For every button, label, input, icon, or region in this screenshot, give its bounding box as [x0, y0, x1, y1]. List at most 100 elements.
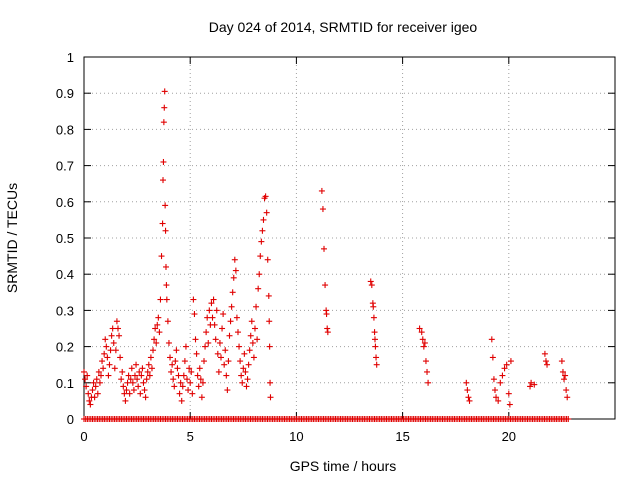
data-point — [318, 187, 325, 194]
data-point — [157, 296, 164, 303]
data-point — [253, 303, 260, 310]
data-point — [167, 354, 174, 361]
data-point — [154, 321, 161, 328]
data-point — [178, 397, 185, 404]
data-point — [123, 387, 130, 394]
data-point — [193, 350, 200, 357]
data-point — [131, 372, 138, 379]
data-point — [158, 253, 165, 260]
data-point — [506, 401, 513, 408]
data-point — [205, 339, 212, 346]
x-tick-label: 15 — [395, 429, 409, 444]
data-point — [87, 401, 94, 408]
data-point — [371, 336, 378, 343]
x-axis-title: GPS time / hours — [290, 458, 397, 474]
data-point — [176, 390, 183, 397]
data-point — [137, 390, 144, 397]
data-point — [105, 372, 112, 379]
data-point — [542, 358, 549, 365]
data-point — [422, 358, 429, 365]
data-point — [257, 253, 264, 260]
data-point — [240, 365, 247, 372]
data-point — [266, 318, 273, 325]
data-point — [83, 383, 90, 390]
data-point — [259, 227, 266, 234]
data-point — [489, 354, 496, 361]
data-point — [148, 365, 155, 372]
data-point — [120, 383, 127, 390]
data-point — [85, 390, 92, 397]
data-point — [527, 383, 534, 390]
x-tick-label: 10 — [289, 429, 303, 444]
data-point — [563, 387, 570, 394]
data-point — [103, 343, 110, 350]
data-point — [264, 256, 271, 263]
data-point — [229, 289, 236, 296]
data-point — [541, 350, 548, 357]
data-point — [184, 376, 191, 383]
data-point — [144, 368, 151, 375]
y-tick-label: 0.1 — [56, 376, 74, 391]
plot-frame — [83, 56, 616, 420]
data-point — [247, 332, 254, 339]
data-point — [370, 314, 377, 321]
data-point — [558, 358, 565, 365]
data-point — [113, 318, 120, 325]
data-point — [162, 263, 169, 270]
data-point — [90, 379, 97, 386]
data-point — [249, 339, 256, 346]
data-point — [499, 372, 506, 379]
data-point — [195, 383, 202, 390]
data-point — [101, 350, 108, 357]
data-point — [197, 376, 204, 383]
data-point — [160, 158, 167, 165]
data-point — [208, 300, 215, 307]
data-point — [140, 379, 147, 386]
data-point — [321, 245, 328, 252]
y-tick-label: 0.5 — [56, 231, 74, 246]
data-point — [254, 336, 261, 343]
data-point — [248, 318, 255, 325]
y-tick-labels: 0 0.1 0.2 0.3 0.4 0.5 0.6 0.7 0.8 0.9 1 — [56, 50, 74, 427]
axis-ticks — [83, 56, 615, 420]
data-point — [220, 311, 227, 318]
data-point — [528, 379, 535, 386]
data-point — [419, 336, 426, 343]
data-point — [136, 368, 143, 375]
data-point — [128, 365, 135, 372]
data-point — [121, 390, 128, 397]
data-point — [250, 354, 257, 361]
data-point — [107, 347, 114, 354]
data-point — [491, 387, 498, 394]
data-point — [165, 339, 172, 346]
data-point — [373, 361, 380, 368]
data-point — [370, 303, 377, 310]
data-point — [162, 227, 169, 234]
data-point — [237, 358, 244, 365]
data-point — [202, 343, 209, 350]
data-point — [194, 372, 201, 379]
data-point — [163, 296, 170, 303]
data-point — [93, 376, 100, 383]
data-point — [111, 365, 118, 372]
data-point — [150, 347, 157, 354]
data-point — [251, 325, 258, 332]
data-point — [172, 358, 179, 365]
data-point — [190, 296, 197, 303]
data-point — [239, 379, 246, 386]
data-point — [127, 376, 134, 383]
data-point — [106, 361, 113, 368]
data-point — [147, 354, 154, 361]
data-point — [230, 274, 237, 281]
data-point — [213, 307, 220, 314]
y-tick-label: 0.9 — [56, 86, 74, 101]
data-point — [182, 343, 189, 350]
data-point — [199, 379, 206, 386]
data-point — [559, 368, 566, 375]
data-point — [185, 387, 192, 394]
data-point — [501, 365, 508, 372]
data-point — [201, 358, 208, 365]
data-point — [159, 220, 166, 227]
data-point — [203, 329, 210, 336]
data-point — [497, 379, 504, 386]
